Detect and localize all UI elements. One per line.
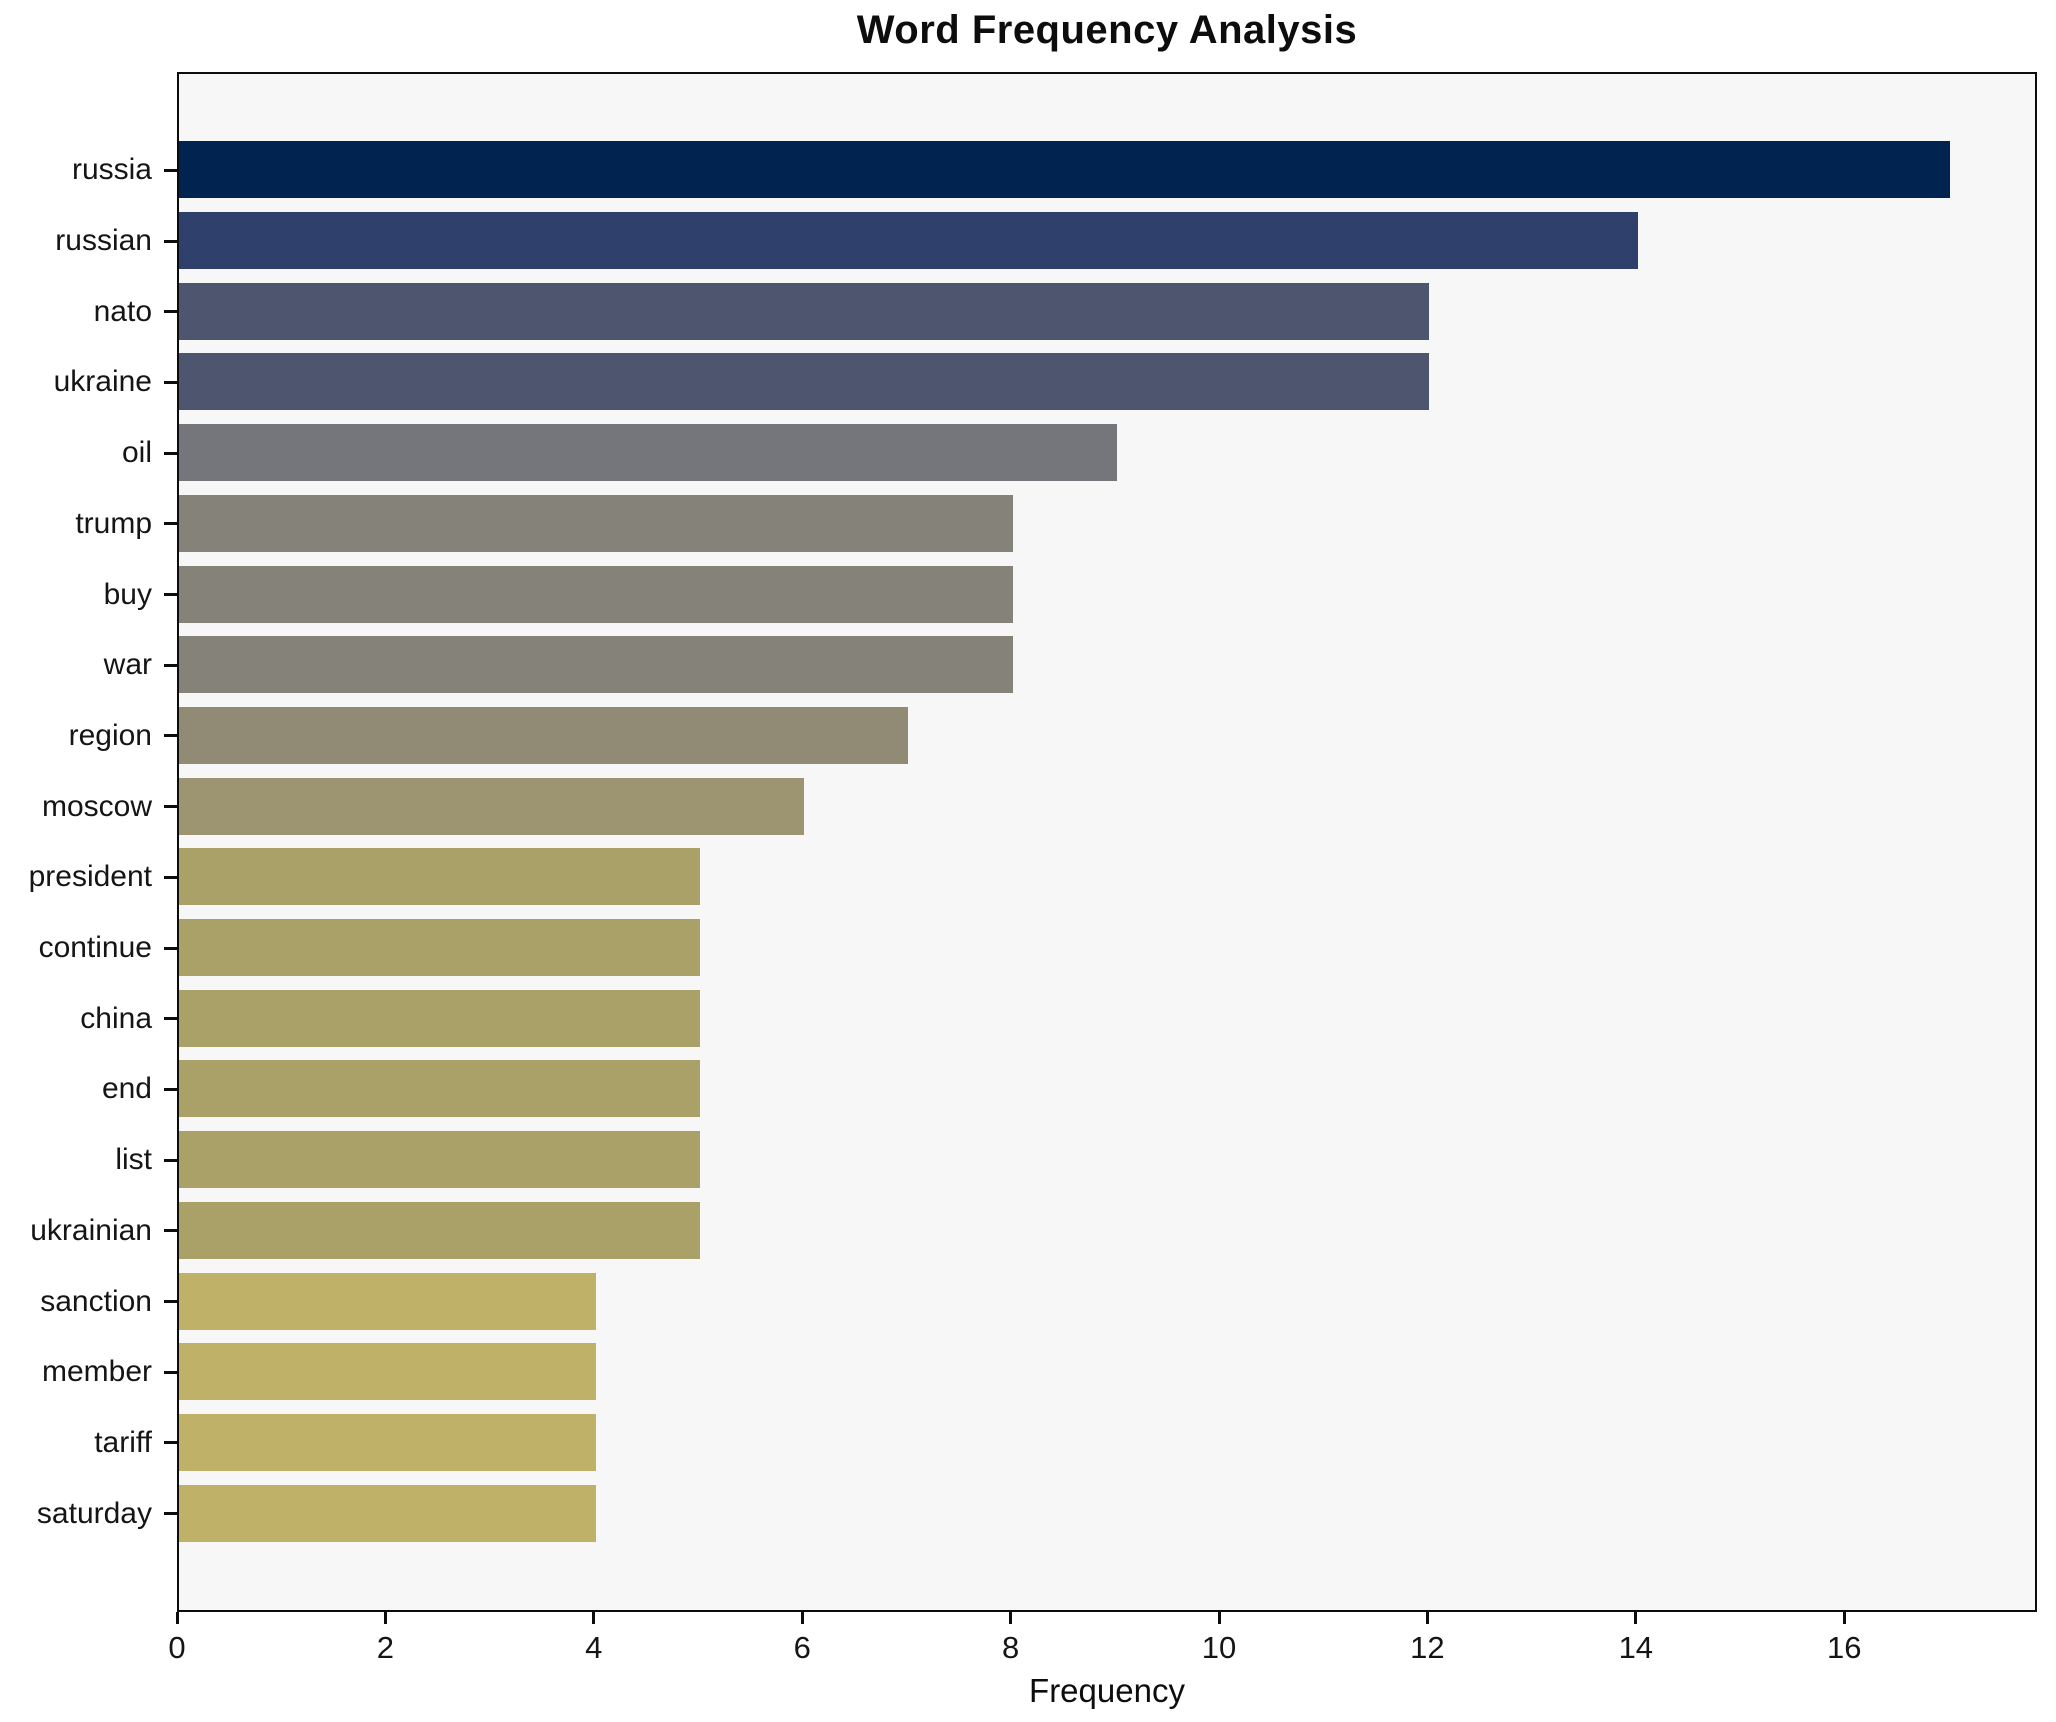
x-tick-label-2: 2: [376, 1630, 395, 1665]
y-label-china: china: [80, 1001, 152, 1035]
bar-tariff: [179, 1413, 596, 1471]
y-label-list: list: [115, 1143, 152, 1177]
y-tick: [164, 734, 177, 738]
bar-war: [179, 636, 1013, 694]
plot-area: [177, 72, 2037, 1612]
y-tick: [164, 1017, 177, 1021]
y-label-russian: russian: [55, 224, 152, 258]
bar-end: [179, 1060, 700, 1118]
bar-ukrainian: [179, 1201, 700, 1259]
y-label-buy: buy: [103, 577, 152, 611]
bar-continue: [179, 919, 700, 977]
y-tick: [164, 1158, 177, 1162]
y-tick: [164, 310, 177, 314]
y-tick: [164, 805, 177, 809]
bar-ukraine: [179, 353, 1430, 411]
x-tick: [1634, 1612, 1638, 1624]
x-tick: [800, 1612, 804, 1624]
bar-russian: [179, 212, 1638, 270]
y-tick: [164, 875, 177, 879]
bar-russia: [179, 141, 1951, 199]
y-tick: [164, 522, 177, 526]
bar-moscow: [179, 777, 805, 835]
y-tick: [164, 239, 177, 243]
y-tick: [164, 663, 177, 667]
bar-saturday: [179, 1484, 596, 1542]
y-tick: [164, 1441, 177, 1445]
x-axis-title: Frequency: [1029, 1672, 1185, 1709]
y-tick: [164, 380, 177, 384]
y-tick: [164, 168, 177, 172]
y-label-russia: russia: [71, 153, 152, 187]
y-label-trump: trump: [75, 506, 152, 540]
bar-oil: [179, 424, 1117, 482]
x-tick-label-10: 10: [1201, 1630, 1237, 1665]
y-label-moscow: moscow: [41, 789, 152, 823]
x-tick-label-8: 8: [1001, 1630, 1020, 1665]
bar-china: [179, 989, 700, 1047]
y-tick: [164, 1300, 177, 1304]
y-tick: [164, 1512, 177, 1516]
y-tick: [164, 1087, 177, 1091]
y-label-saturday: saturday: [36, 1496, 152, 1530]
x-tick: [383, 1612, 387, 1624]
x-tick: [175, 1612, 179, 1624]
bar-sanction: [179, 1272, 596, 1330]
y-label-oil: oil: [121, 436, 152, 470]
bar-member: [179, 1343, 596, 1401]
y-label-sanction: sanction: [40, 1284, 152, 1318]
x-tick: [1009, 1612, 1013, 1624]
y-label-continue: continue: [38, 931, 152, 965]
y-label-ukrainian: ukrainian: [30, 1213, 152, 1247]
chart-title: Word Frequency Analysis: [856, 8, 1358, 52]
x-tick-label-16: 16: [1826, 1630, 1862, 1665]
y-label-ukraine: ukraine: [53, 365, 152, 399]
x-tick: [1425, 1612, 1429, 1624]
x-tick-label-4: 4: [585, 1630, 603, 1665]
x-tick: [592, 1612, 596, 1624]
y-tick: [164, 451, 177, 455]
y-tick: [164, 1370, 177, 1374]
bar-list: [179, 1131, 700, 1189]
bar-region: [179, 706, 909, 764]
bar-nato: [179, 282, 1430, 340]
y-label-tariff: tariff: [94, 1425, 152, 1459]
y-label-region: region: [68, 718, 152, 752]
bar-trump: [179, 494, 1013, 552]
y-tick: [164, 1229, 177, 1233]
x-tick-label-0: 0: [168, 1630, 186, 1665]
x-tick: [1842, 1612, 1846, 1624]
y-label-war: war: [103, 648, 152, 682]
x-tick-label-6: 6: [793, 1630, 811, 1665]
y-label-end: end: [101, 1072, 152, 1106]
y-label-nato: nato: [93, 294, 152, 328]
y-tick: [164, 946, 177, 950]
x-tick: [1217, 1612, 1221, 1624]
bar-buy: [179, 565, 1013, 623]
y-label-member: member: [41, 1355, 152, 1389]
x-tick-label-14: 14: [1618, 1630, 1654, 1665]
x-tick-label-12: 12: [1410, 1630, 1445, 1665]
bar-president: [179, 848, 700, 906]
y-tick: [164, 593, 177, 597]
y-label-president: president: [28, 860, 152, 894]
